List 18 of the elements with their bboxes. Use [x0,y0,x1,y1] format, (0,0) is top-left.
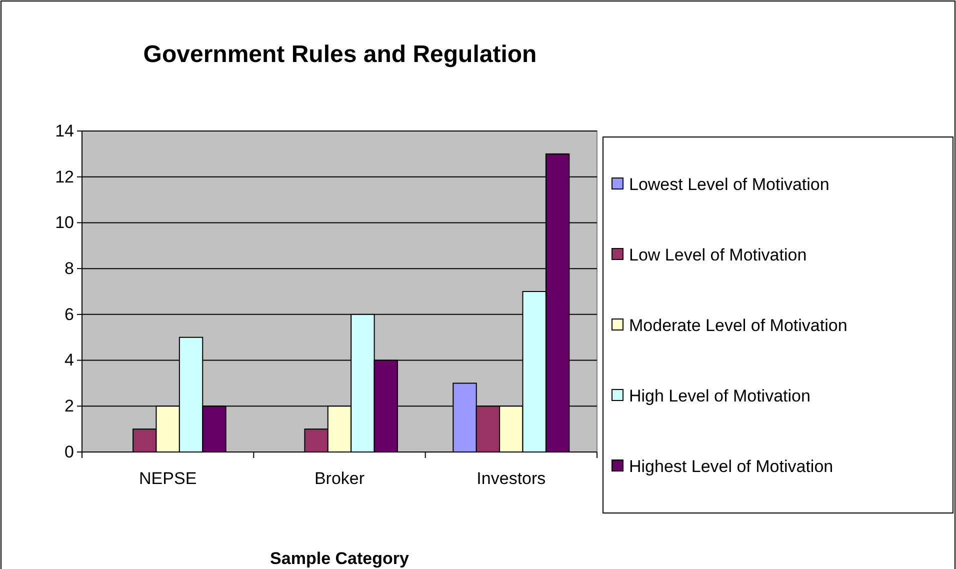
legend-label: Highest Level of Motivation [629,457,834,476]
y-tick-label: 4 [64,350,74,370]
x-tick-label: Broker [314,469,365,488]
y-tick-label: 12 [55,167,74,186]
x-tick-label: NEPSE [139,469,197,488]
legend-label: High Level of Motivation [629,386,810,406]
y-tick-label: 6 [64,304,74,324]
y-tick-label: 2 [64,396,74,416]
legend-label: Lowest Level of Motivation [629,175,830,194]
legend-label: Low Level of Motivation [629,246,807,264]
x-axis-title: Sample Category [270,549,410,568]
chart-title: Government Rules and Regulation [143,41,537,68]
y-tick-label: 0 [64,442,74,462]
y-tick-label: 8 [64,259,74,278]
y-tick-label: 10 [55,213,74,232]
x-tick-label: Investors [476,469,546,488]
y-tick-label: 14 [55,121,74,140]
legend-label: Moderate Level of Motivation [629,316,848,335]
